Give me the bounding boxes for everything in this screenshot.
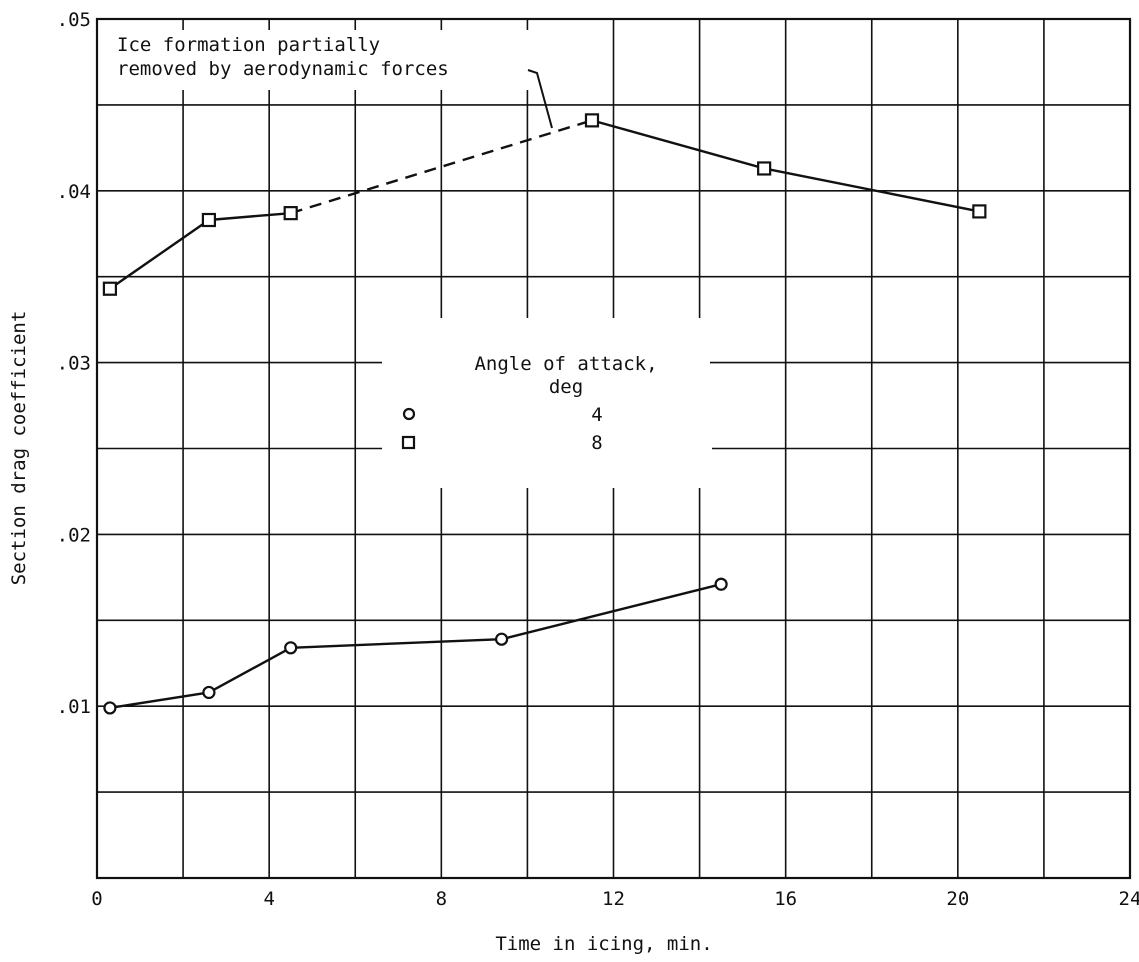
series-8-point [972,204,987,219]
annotation-leader [527,69,553,129]
series-8-point [757,161,772,176]
x-tick-label: 8 [436,888,447,910]
series-4-segment [290,637,502,649]
y-tick-label: .03 [57,353,91,375]
series-8-segment [591,119,765,170]
y-tick-label: .02 [57,524,91,546]
legend-square-marker [401,435,416,450]
legend-title-line2: deg [549,376,583,398]
x-tick-label: 4 [263,888,274,910]
x-tick-label: 20 [946,888,969,910]
series-8-segment [208,211,291,222]
x-tick-labels: 0 4 8 12 16 20 24 [91,888,1139,910]
series-4-point [714,577,728,591]
series-8-segment [109,219,210,290]
legend-circle-marker [402,407,416,421]
series-4-segment [501,583,722,641]
series-8-point [283,206,298,221]
y-tick-label: .05 [57,9,91,31]
series-layer [102,113,987,715]
series-8-segment [290,119,593,215]
y-axis-label: Section drag coefficient [8,311,30,586]
legend-background [382,418,712,488]
series-4-point [103,701,117,715]
series-8-point [584,113,600,128]
legend-label-4: 4 [591,404,602,426]
series-4-point [284,641,298,655]
annotation-line2: removed by aerodynamic forces [117,58,449,80]
annotation: Ice formation partially removed by aerod… [110,30,553,129]
legend-label-8: 8 [591,432,602,454]
series-4-segment [109,691,210,710]
series-8-point [201,212,217,228]
series-4-point [202,685,216,700]
legend-title-line1: Angle of attack, [474,353,657,375]
x-tick-label: 12 [602,888,625,910]
x-axis-label: Time in icing, min. [495,933,712,955]
plot-border [95,17,1132,880]
y-tick-label: .01 [57,696,91,718]
x-tick-label: 24 [1119,888,1139,910]
legend: Angle of attack, deg 4 8 [382,318,712,488]
y-tick-label: .04 [57,181,91,203]
annotation-line1: Ice formation partially [117,34,380,56]
plot-frame [95,17,1132,880]
y-tick-labels: .01 .02 .03 .04 .05 [57,9,91,718]
x-tick-label: 16 [774,888,797,910]
series-8-segment [763,167,980,213]
series-8-point [102,281,118,296]
legend-background-upper [382,318,710,418]
series-4-segment [208,646,292,694]
annotation-background [110,30,550,90]
series-4-point [494,632,509,646]
x-tick-label: 0 [91,888,102,910]
